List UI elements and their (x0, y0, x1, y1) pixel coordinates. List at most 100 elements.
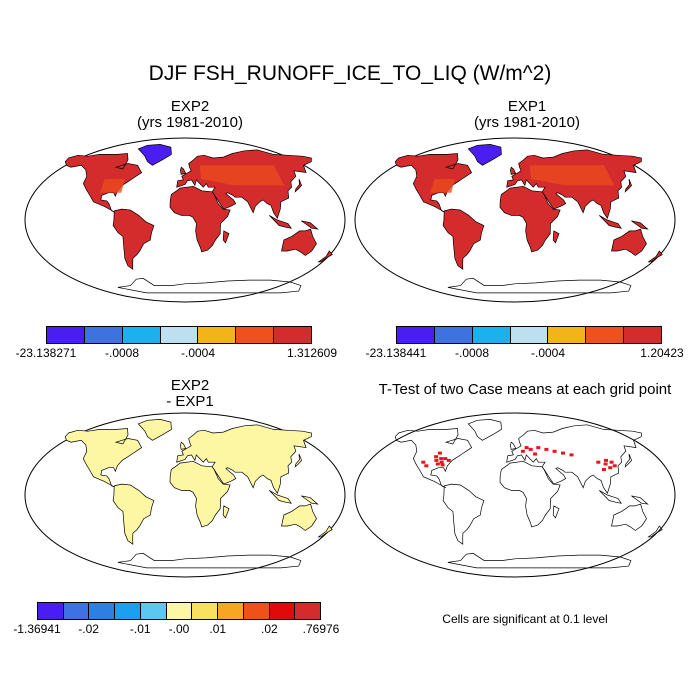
colorbar-box (586, 327, 625, 343)
significant-cell (608, 466, 613, 470)
continent-new-guinea (301, 220, 319, 230)
continent-greenland (467, 419, 502, 441)
continent-indonesia (269, 215, 292, 229)
colorbar-box (140, 603, 167, 619)
colorbar-tick-label: -23.138441 (365, 346, 427, 360)
colorbar-labels-diff: -1.36941 -.02 -.01 -.00 .01 .02 .76976 (13, 622, 339, 638)
colorbar-tick-label: -.0004 (180, 346, 216, 360)
colorbar-tick-label: .02 (261, 622, 278, 636)
warm-region (199, 165, 285, 186)
map-panel-diff (24, 412, 346, 578)
continent-greenland (137, 144, 172, 166)
significant-cell (544, 447, 549, 451)
continent-africa (499, 185, 561, 253)
continent-uk (180, 166, 187, 175)
continent-africa (169, 185, 231, 253)
colorbar-tick-label: -.01 (129, 622, 151, 636)
colorbar-labels-exp1: -23.138441 -.0008 -.0004 1.20423 (366, 346, 684, 362)
continent-eurasia (176, 424, 312, 494)
colorbar-exp1 (396, 326, 662, 344)
map-panel-ttest (354, 412, 676, 578)
map-panel-exp1 (354, 137, 676, 303)
colorbar-labels-exp2: -23.138271 -.0008 -.0004 1.312609 (16, 346, 337, 362)
significant-cell (536, 446, 541, 450)
significant-cell (612, 464, 617, 468)
colorbar-box (160, 327, 199, 343)
continent-uk (510, 166, 517, 175)
continent-north-america (64, 428, 143, 489)
colorbar-box (397, 327, 435, 343)
continent-antarctica (117, 552, 302, 569)
significant-cell (437, 451, 442, 455)
continent-new-zealand (317, 250, 333, 263)
continent-africa (499, 460, 561, 528)
panel-title-diff: EXP2 - EXP1 (40, 378, 340, 410)
warm-region (529, 165, 615, 186)
continent-new-zealand (647, 250, 663, 263)
colorbar-box (198, 327, 237, 343)
significant-cell (520, 449, 525, 453)
colorbar-tick-label: -.0004 (530, 346, 566, 360)
significant-cell (439, 460, 444, 464)
colorbar-tick-label: -.00 (168, 622, 190, 636)
colorbar-tick-label: .01 (209, 622, 227, 636)
colorbar-tick-label: .76976 (302, 622, 340, 636)
warm-region (430, 179, 455, 193)
colorbar-box (166, 603, 193, 619)
colorbar-tick-label: -23.138271 (15, 346, 77, 360)
significant-cell (552, 449, 557, 453)
continent-japan (624, 453, 633, 468)
continent-uk (180, 441, 187, 450)
colorbar-box (434, 327, 473, 343)
continent-south-america (112, 208, 155, 270)
colorbar-box (624, 327, 662, 343)
continent-greenland (137, 419, 172, 441)
colorbar-box (274, 327, 312, 343)
significant-cell (528, 447, 533, 451)
continent-south-america (112, 483, 155, 545)
colorbar-tick-label: 1.312609 (286, 346, 338, 360)
colorbar-tick-label: -1.36941 (13, 622, 61, 636)
colorbar-box (295, 603, 321, 619)
panel-title-line1: EXP2 (170, 98, 210, 115)
figure-title: DJF FSH_RUNOFF_ICE_TO_LIQ (W/m^2) (148, 62, 552, 85)
panel-title-line1: EXP1 (507, 98, 547, 115)
significant-cell (609, 460, 614, 464)
continent-south-america (442, 208, 485, 270)
colorbar-box (89, 603, 116, 619)
significant-cell (601, 468, 606, 471)
continent-madagascar (552, 505, 560, 519)
continent-japan (294, 178, 303, 193)
colorbar-box (510, 327, 549, 343)
colorbar-box (269, 603, 296, 619)
significant-cell (603, 462, 608, 466)
continent-antarctica (117, 277, 302, 294)
continent-australia (281, 503, 317, 531)
colorbar-box (122, 327, 161, 343)
map-frame (354, 412, 676, 578)
significant-cell (440, 463, 445, 467)
continent-indonesia (599, 215, 622, 229)
continent-japan (294, 453, 303, 468)
colorbar-tick-label: -.0008 (104, 346, 140, 360)
continent-madagascar (222, 505, 230, 519)
colorbar-box (243, 603, 270, 619)
continent-greenland (467, 144, 502, 166)
continent-japan (624, 178, 633, 193)
colorbar-box (115, 603, 141, 619)
panel-title-exp2: EXP2 (yrs 1981-2010) (40, 99, 340, 131)
colorbar-box (38, 603, 64, 619)
continent-antarctica (447, 277, 632, 294)
colorbar-box (548, 327, 587, 343)
colorbar-box (236, 327, 275, 343)
colorbar-box (192, 603, 219, 619)
significant-cell (435, 462, 440, 466)
map-panel-exp2 (24, 137, 346, 303)
warm-region (100, 179, 125, 193)
significant-cell (569, 453, 574, 457)
colorbar-box (472, 327, 511, 343)
significant-cell (524, 446, 529, 450)
continent-new-zealand (317, 525, 333, 538)
colorbar-box (218, 603, 244, 619)
continent-eurasia (506, 424, 642, 494)
